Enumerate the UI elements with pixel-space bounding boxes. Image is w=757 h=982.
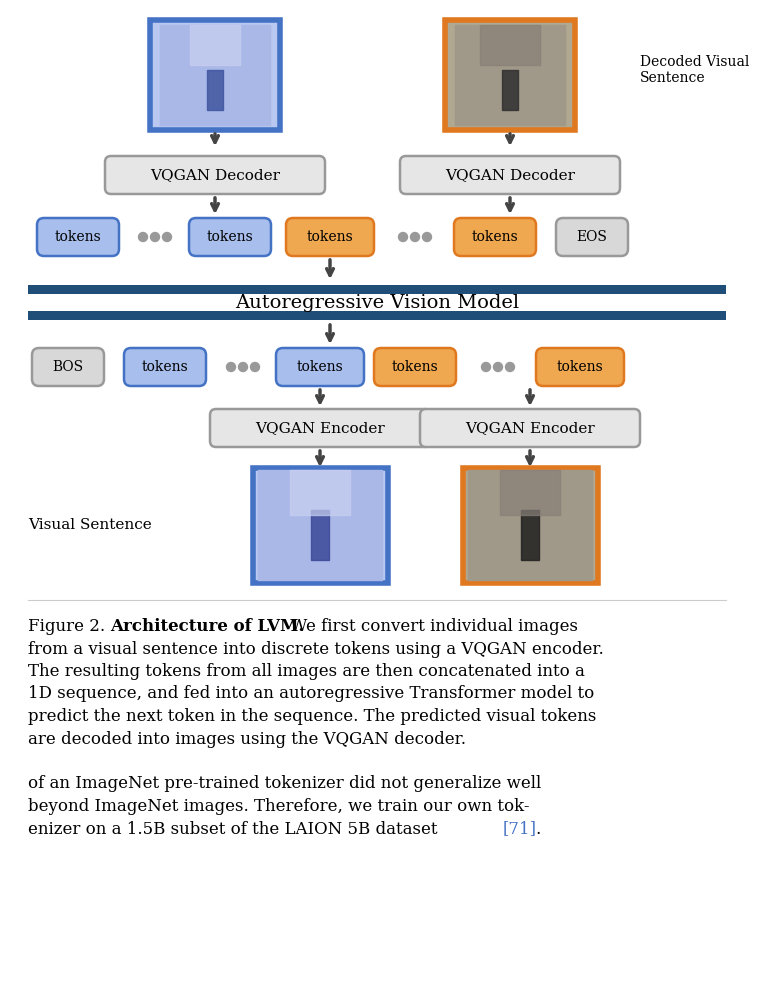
FancyBboxPatch shape [420, 409, 640, 447]
FancyBboxPatch shape [105, 156, 325, 194]
Text: BOS: BOS [52, 360, 83, 374]
Bar [28, 285, 726, 294]
Text: tokens: tokens [556, 360, 603, 374]
Text: Decoded Visual
Sentence: Decoded Visual Sentence [640, 55, 749, 85]
Circle shape [506, 362, 515, 371]
Text: tokens: tokens [297, 360, 344, 374]
Text: .: . [535, 821, 540, 838]
FancyBboxPatch shape [189, 218, 271, 256]
Text: predict the next token in the sequence. The predicted visual tokens: predict the next token in the sequence. … [28, 708, 597, 725]
Text: tokens: tokens [142, 360, 188, 374]
Text: VQGAN Decoder: VQGAN Decoder [150, 168, 280, 182]
FancyBboxPatch shape [37, 218, 119, 256]
FancyBboxPatch shape [556, 218, 628, 256]
FancyBboxPatch shape [124, 348, 206, 386]
FancyBboxPatch shape [210, 409, 430, 447]
FancyBboxPatch shape [276, 348, 364, 386]
Text: The resulting tokens from all images are then concatenated into a: The resulting tokens from all images are… [28, 663, 585, 680]
Text: tokens: tokens [391, 360, 438, 374]
Circle shape [151, 233, 160, 242]
Circle shape [226, 362, 235, 371]
Text: of an ImageNet pre-trained tokenizer did not generalize well: of an ImageNet pre-trained tokenizer did… [28, 776, 541, 792]
Circle shape [163, 233, 172, 242]
Circle shape [251, 362, 260, 371]
Text: Visual Sentence: Visual Sentence [28, 518, 151, 532]
FancyBboxPatch shape [454, 218, 536, 256]
Circle shape [398, 233, 407, 242]
Text: VQGAN Encoder: VQGAN Encoder [255, 421, 385, 435]
Text: VQGAN Encoder: VQGAN Encoder [465, 421, 595, 435]
Text: beyond ImageNet images. Therefore, we train our own tok-: beyond ImageNet images. Therefore, we tr… [28, 798, 529, 815]
Text: are decoded into images using the VQGAN decoder.: are decoded into images using the VQGAN … [28, 731, 466, 747]
Text: from a visual sentence into discrete tokens using a VQGAN encoder.: from a visual sentence into discrete tok… [28, 640, 604, 658]
Text: [71]: [71] [503, 821, 537, 838]
Circle shape [139, 233, 148, 242]
FancyBboxPatch shape [286, 218, 374, 256]
FancyBboxPatch shape [32, 348, 104, 386]
Text: Autoregressive Vision Model: Autoregressive Vision Model [235, 294, 519, 311]
Text: EOS: EOS [577, 230, 607, 244]
Circle shape [410, 233, 419, 242]
Text: tokens: tokens [472, 230, 519, 244]
Bar [445, 20, 575, 130]
FancyBboxPatch shape [400, 156, 620, 194]
FancyBboxPatch shape [536, 348, 624, 386]
Text: 1D sequence, and fed into an autoregressive Transformer model to: 1D sequence, and fed into an autoregress… [28, 685, 594, 702]
Bar [150, 20, 280, 130]
Circle shape [238, 362, 248, 371]
Text: tokens: tokens [307, 230, 354, 244]
Text: enizer on a 1.5B subset of the LAION 5B dataset: enizer on a 1.5B subset of the LAION 5B … [28, 821, 441, 838]
Text: Architecture of LVM.: Architecture of LVM. [110, 618, 304, 635]
Text: Figure 2.: Figure 2. [28, 618, 114, 635]
Bar [463, 467, 597, 582]
Circle shape [422, 233, 431, 242]
Circle shape [494, 362, 503, 371]
Circle shape [481, 362, 491, 371]
Text: tokens: tokens [55, 230, 101, 244]
Text: tokens: tokens [207, 230, 254, 244]
FancyBboxPatch shape [374, 348, 456, 386]
Bar [28, 311, 726, 320]
Bar [253, 467, 388, 582]
Text: We first convert individual images: We first convert individual images [285, 618, 578, 635]
Text: VQGAN Decoder: VQGAN Decoder [445, 168, 575, 182]
